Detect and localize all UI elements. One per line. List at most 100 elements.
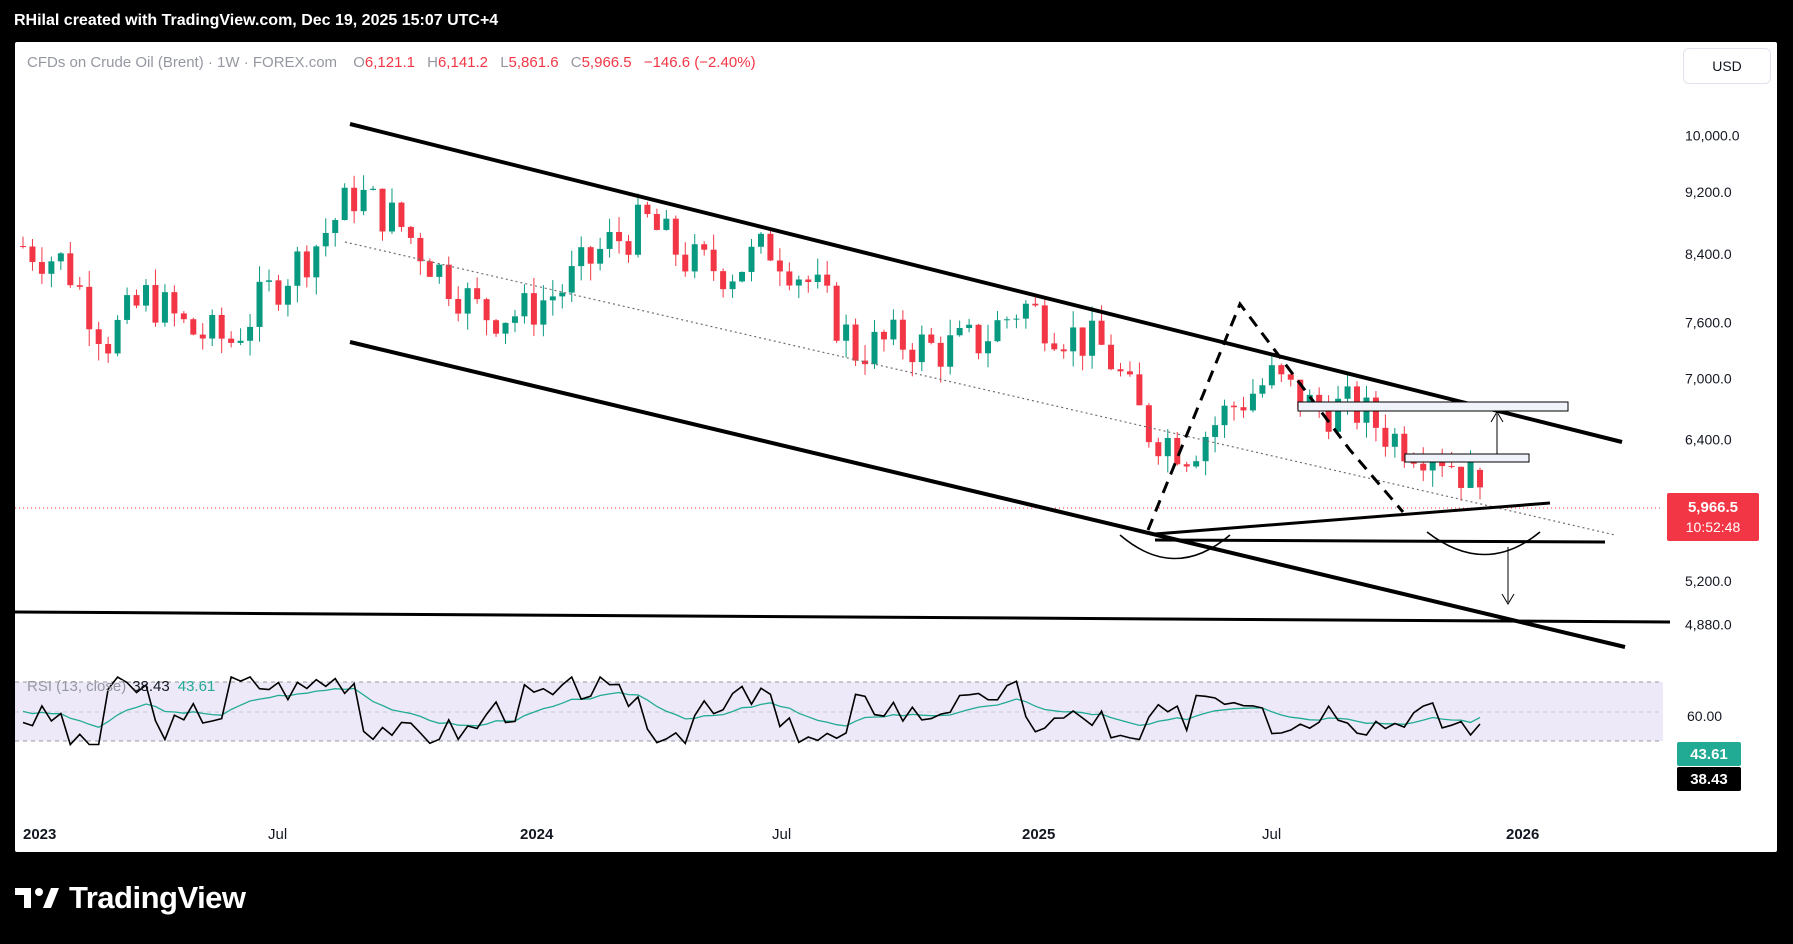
candle-body [928, 334, 935, 343]
candle-body [1013, 318, 1020, 320]
candles [20, 175, 1483, 501]
candle-body [748, 246, 755, 272]
candle-body [360, 189, 367, 212]
price-tick-label: 7,000.0 [1685, 370, 1732, 386]
candle-body [776, 260, 783, 272]
channel-bottom-line [349, 340, 1626, 649]
candle-body [1212, 425, 1219, 437]
candle-body [701, 244, 708, 250]
rsi-label[interactable]: RSI (13, close) [27, 678, 127, 695]
candle-body [1098, 320, 1105, 345]
long-support-line [15, 610, 1671, 624]
time-axis-label: 2025 [1022, 826, 1055, 843]
price-tick-label: 4,880.0 [1685, 616, 1732, 632]
candle-body [124, 295, 131, 320]
candle-body [511, 316, 518, 323]
time-axis[interactable]: 2023 Jul 2024 Jul 2025 Jul 2026 [23, 826, 1539, 843]
price-tick-label: 6,400.0 [1685, 432, 1732, 448]
double-bottom-arc-right [1426, 531, 1541, 556]
chart-canvas[interactable]: 10,000.0 9,200.0 8,400.0 7,600.0 7,000.0 6,40… [15, 42, 1777, 852]
price-axis[interactable]: 10,000.0 9,200.0 8,400.0 7,600.0 7,000.0 6,40… [1685, 127, 1740, 632]
candle-body [663, 218, 670, 230]
candle-body [729, 281, 736, 290]
low-value: 5,861.6 [508, 54, 559, 71]
candle-body [417, 237, 424, 262]
candle-body [587, 247, 594, 264]
last-price-label: 5,966.5 10:52:48 [1667, 493, 1759, 541]
candle-body [1032, 303, 1039, 306]
candle-body [1458, 466, 1465, 488]
neckline [1154, 538, 1606, 544]
candle-body [1278, 365, 1285, 375]
candle-body [975, 324, 982, 354]
candle-body [237, 340, 244, 343]
rsi-panel [22, 675, 1481, 747]
symbol-name[interactable]: CFDs on Crude Oil (Brent) · 1W · FOREX.c… [27, 54, 338, 71]
candle-body [275, 280, 282, 305]
candle-body [105, 343, 112, 354]
open-label: O [353, 54, 365, 71]
candle-body [284, 285, 291, 305]
price-tick-label: 7,600.0 [1685, 314, 1732, 330]
close-label: C [570, 54, 582, 71]
last-price-value: 5,966.5 [1688, 499, 1738, 516]
candle-body [1335, 398, 1342, 432]
time-axis-label: Jul [1262, 826, 1281, 843]
candle-body [739, 271, 746, 282]
candle-body [171, 292, 178, 314]
candle-body [1231, 405, 1238, 408]
candle-body [114, 319, 121, 354]
candle-body [67, 253, 74, 286]
candle-body [956, 328, 963, 336]
candle-body [1221, 405, 1228, 426]
candle-body [228, 338, 235, 343]
candle-body [1060, 349, 1067, 352]
candle-body [133, 295, 140, 306]
countdown-value: 10:52:48 [1686, 519, 1741, 535]
candle-body [1079, 327, 1086, 356]
candle-body [1287, 374, 1294, 380]
candle-body [1268, 365, 1275, 386]
candle-body [691, 244, 698, 272]
price-tick-label: 5,200.0 [1685, 573, 1732, 589]
time-axis-label: 2024 [520, 826, 554, 843]
candle-body [426, 261, 433, 277]
candle-body [57, 253, 64, 262]
candle-body [294, 251, 301, 286]
price-tick-label: 10,000.0 [1685, 127, 1740, 143]
candle-body [653, 214, 660, 230]
candle-body [38, 262, 45, 274]
rsi-ma-line [22, 687, 1481, 729]
candle-body [1448, 466, 1455, 468]
candle-body [994, 320, 1001, 342]
candle-body [1155, 442, 1162, 457]
candle-body [521, 293, 528, 317]
candle-body [843, 324, 850, 341]
double-bottom-arc-left [1119, 534, 1231, 560]
candle-body [29, 246, 36, 263]
candle-body [1391, 433, 1398, 447]
candle-body [824, 274, 831, 286]
target-arrow-down-head [1501, 593, 1515, 605]
candle-body [142, 285, 149, 306]
candle-body [455, 298, 462, 314]
candle-body [985, 341, 992, 354]
candle-body [332, 220, 339, 234]
candle-body [265, 280, 272, 282]
candle-body [1477, 469, 1483, 488]
candle-body [578, 247, 585, 267]
candle-body [1382, 427, 1389, 447]
candle-body [464, 288, 471, 314]
candle-body [351, 187, 358, 212]
candle-body [190, 319, 197, 335]
candle-body [814, 274, 821, 282]
candle-body [767, 233, 774, 261]
candle-body [597, 248, 604, 264]
chart-panel: 10,000.0 9,200.0 8,400.0 7,600.0 7,000.0 6,40… [15, 42, 1777, 852]
candle-body [152, 285, 159, 323]
candle-body [388, 202, 395, 232]
candle-body [1022, 303, 1029, 319]
target-arrow-up-head [1490, 411, 1504, 423]
symbol-legend: CFDs on Crude Oil (Brent) · 1W · FOREX.c… [27, 54, 756, 71]
currency-button[interactable]: USD [1683, 48, 1771, 84]
